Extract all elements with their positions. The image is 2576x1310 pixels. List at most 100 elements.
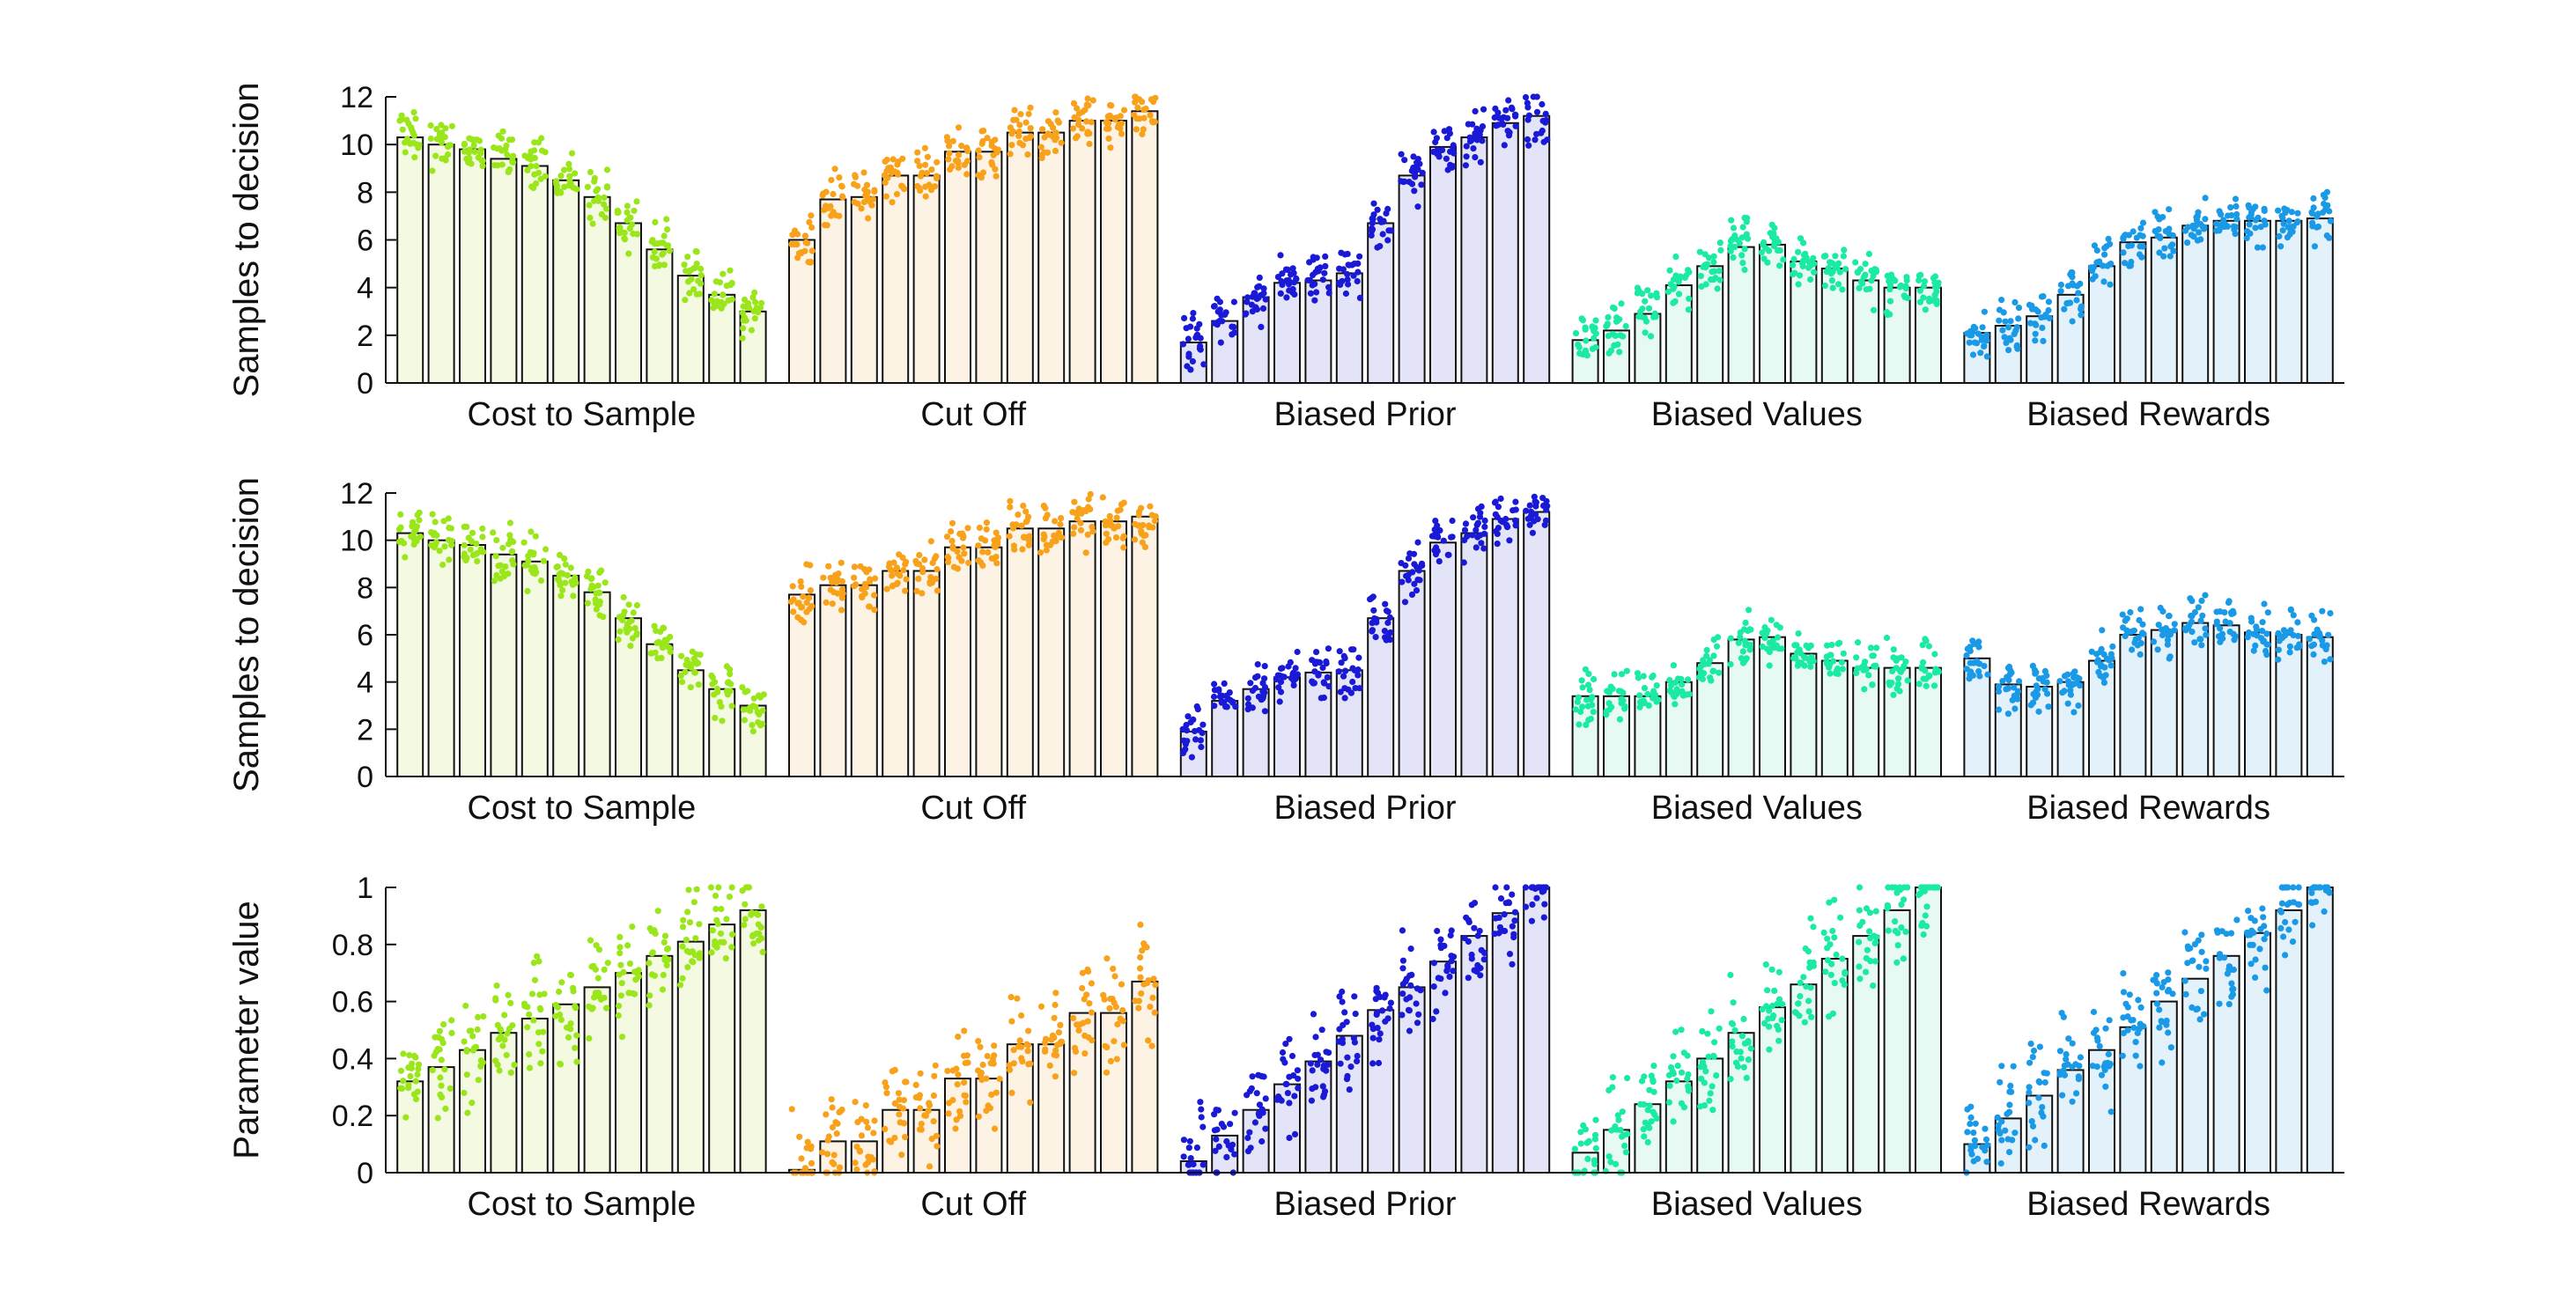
data-point (1915, 681, 1923, 688)
data-point (832, 571, 839, 578)
data-point (2160, 979, 2167, 986)
data-point (1186, 1137, 1193, 1144)
data-point (1746, 607, 1753, 614)
data-point (1901, 896, 1908, 903)
data-point (436, 1046, 443, 1053)
data-point (925, 1108, 932, 1115)
data-point (934, 158, 941, 166)
data-point (539, 1048, 546, 1055)
data-point (711, 679, 719, 686)
group-label: Cut Off (920, 790, 1026, 827)
data-point (2280, 933, 2287, 940)
data-point (2100, 679, 2107, 687)
data-point (684, 964, 691, 971)
data-point (1372, 996, 1379, 1003)
data-point (1247, 680, 1254, 687)
data-point (691, 952, 698, 959)
data-point (2101, 251, 2108, 258)
data-point (646, 1002, 653, 1009)
data-point (825, 563, 832, 570)
data-point (588, 1005, 595, 1012)
data-point (1591, 1157, 1598, 1164)
data-point (1052, 147, 1059, 154)
group-cut-off: Cut Off (787, 490, 1159, 827)
data-point (1975, 668, 1982, 675)
data-point (1894, 681, 1902, 688)
data-point (1741, 246, 1748, 253)
data-point (1642, 329, 1649, 336)
data-point (1583, 352, 1591, 359)
data-point (1685, 676, 1692, 683)
data-point (1491, 499, 1499, 506)
data-point (2122, 260, 2129, 267)
data-point (1323, 1067, 1330, 1074)
data-point (1253, 1090, 1260, 1097)
data-point (1387, 999, 1394, 1006)
data-point (712, 941, 719, 949)
data-point (1180, 1137, 1187, 1144)
data-point (922, 183, 929, 190)
data-point (1618, 671, 1626, 678)
data-point (2202, 216, 2209, 223)
data-point (2184, 239, 2191, 247)
data-point (800, 593, 807, 600)
data-point (2026, 1144, 2033, 1151)
data-point (1528, 508, 1535, 515)
data-point (1310, 271, 1317, 278)
data-point (2309, 219, 2316, 226)
data-point (1542, 110, 1549, 117)
data-point (1837, 914, 1844, 921)
data-point (852, 173, 860, 180)
data-point (1185, 713, 1192, 720)
data-point (1256, 274, 1263, 281)
data-point (1870, 306, 1878, 313)
data-point (1009, 521, 1016, 528)
data-point (976, 524, 983, 532)
data-point (1279, 1049, 1287, 1056)
data-point (1350, 272, 1357, 279)
group-biased-rewards: Biased Rewards (1963, 592, 2334, 827)
bar (912, 174, 941, 384)
data-point (629, 924, 636, 931)
data-point (2032, 330, 2039, 337)
data-point (661, 261, 668, 269)
data-point (708, 297, 715, 304)
data-point (1254, 661, 1261, 668)
data-point (922, 193, 929, 200)
data-point (1640, 673, 1647, 680)
data-point (1057, 1021, 1064, 1028)
data-point (929, 559, 936, 567)
data-point (554, 576, 562, 583)
data-point (1541, 901, 1548, 908)
data-point (2256, 946, 2263, 953)
data-point (1820, 929, 1827, 936)
data-point (396, 117, 403, 124)
data-point (2244, 634, 2251, 641)
data-point (1502, 515, 1509, 523)
data-point (1583, 696, 1591, 703)
data-point (1037, 549, 1044, 556)
data-point (1982, 1136, 1990, 1143)
data-point (2217, 625, 2224, 632)
data-point (1399, 1012, 1406, 1019)
data-point (1411, 580, 1418, 587)
data-point (871, 1117, 878, 1124)
data-point (1609, 1074, 1616, 1081)
data-point (993, 529, 1000, 536)
data-point (461, 141, 469, 148)
data-point (1430, 129, 1437, 136)
data-point (461, 1038, 468, 1045)
data-point (1439, 146, 1446, 154)
data-point (618, 1034, 626, 1041)
data-point (1398, 151, 1405, 158)
data-point (565, 182, 573, 189)
data-point (1699, 1027, 1706, 1034)
data-point (2213, 608, 2220, 615)
data-point (2010, 1063, 2017, 1070)
data-point (866, 603, 873, 610)
data-point (2159, 607, 2166, 615)
bar (1429, 541, 1457, 777)
data-point (627, 643, 634, 650)
data-point (741, 922, 748, 929)
bar (646, 954, 674, 1174)
